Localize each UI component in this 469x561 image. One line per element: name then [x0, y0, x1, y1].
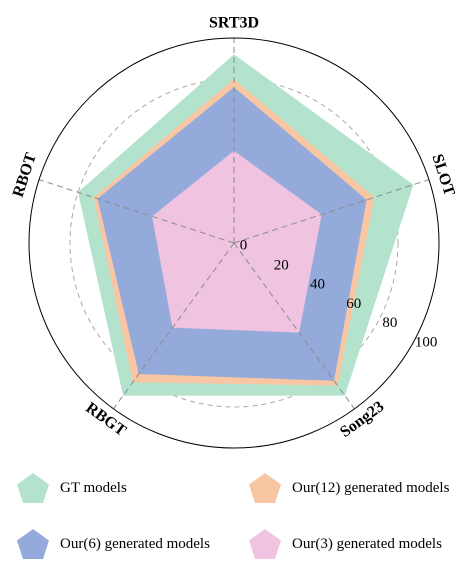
tick-label-0: 0 [240, 237, 248, 253]
grid-ring-80 [69, 78, 399, 408]
legend-swatch-icon [17, 473, 49, 503]
legend-swatch-icon [249, 529, 281, 559]
legend-item-our6: Our(6) generated models [16, 528, 210, 560]
outer-ring [28, 37, 440, 449]
legend-label-our3: Our(3) generated models [292, 535, 442, 552]
tick-label-80: 80 [382, 315, 397, 331]
tick-label-20: 20 [274, 257, 289, 273]
legend-swatch-our12 [249, 473, 281, 503]
tick-labels: 0 20 40 60 80 100 [240, 237, 438, 350]
legend-item-our12: Our(12) generated models [248, 472, 449, 504]
spoke-song23 [233, 242, 355, 410]
legend-swatch-our6 [17, 529, 49, 559]
legend-swatch-our3 [249, 529, 281, 559]
legend: GT models Our(12) generated models Our(6… [0, 462, 469, 561]
axis-label-rbgt: RBGT [82, 399, 129, 440]
tick-label-40: 40 [310, 277, 325, 293]
legend-item-gt-models: GT models [16, 472, 127, 504]
legend-label-gt-models: GT models [60, 479, 127, 496]
spoke-rbot [38, 179, 235, 244]
spokes [38, 38, 430, 410]
legend-label-our6: Our(6) generated models [60, 535, 210, 552]
legend-swatch-icon [17, 529, 49, 559]
legend-item-our3: Our(3) generated models [248, 528, 442, 560]
legend-swatch-gt-models [17, 473, 49, 503]
spoke-rbgt [113, 242, 235, 410]
axis-label-srt3d: SRT3D [209, 15, 259, 32]
tick-label-60: 60 [346, 296, 361, 312]
axis-label-song23: Song23 [337, 398, 387, 441]
tick-label-100: 100 [415, 334, 438, 350]
legend-label-our12: Our(12) generated models [292, 479, 450, 496]
spoke-slot [233, 179, 430, 244]
legend-swatch-icon [249, 473, 281, 503]
